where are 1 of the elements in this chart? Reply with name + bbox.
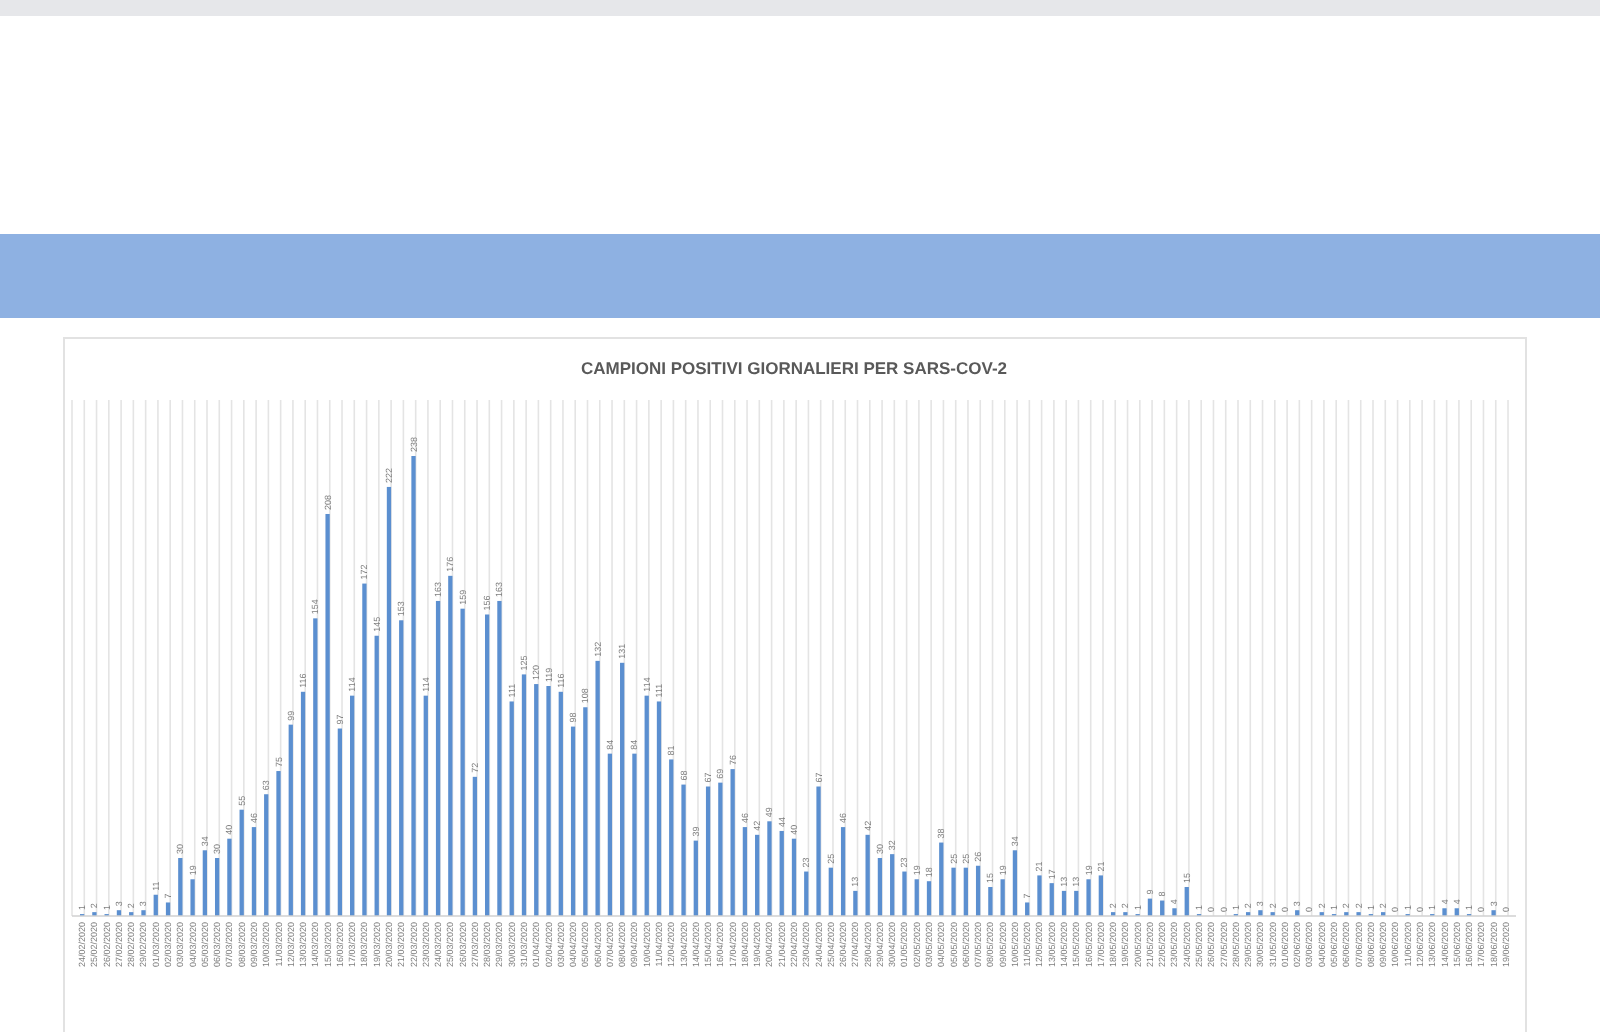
chart-title: CAMPIONI POSITIVI GIORNALIERI PER SARS-COV-2 bbox=[581, 358, 1008, 378]
